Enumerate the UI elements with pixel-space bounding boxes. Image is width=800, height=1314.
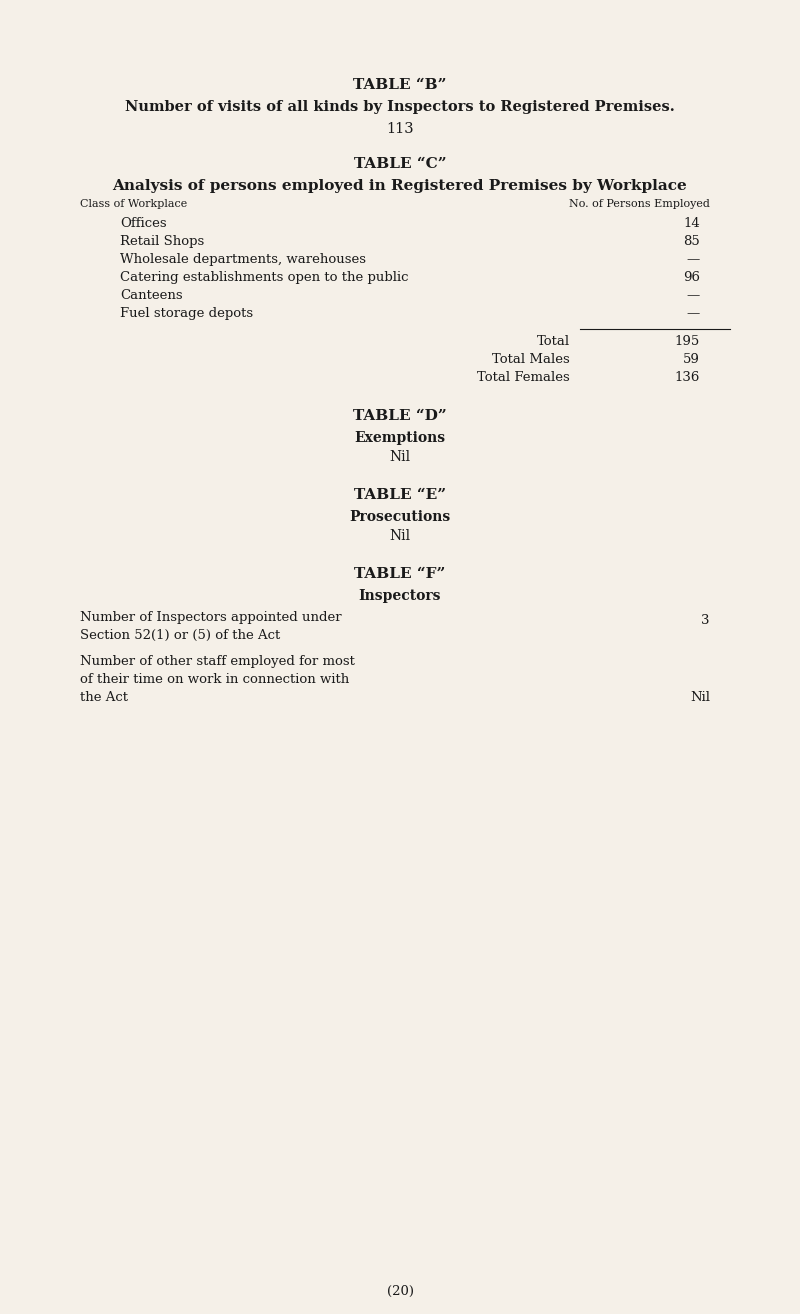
Text: TABLE “D”: TABLE “D” bbox=[353, 409, 447, 423]
Text: 59: 59 bbox=[683, 353, 700, 367]
Text: Wholesale departments, warehouses: Wholesale departments, warehouses bbox=[120, 254, 366, 265]
Text: the Act: the Act bbox=[80, 691, 128, 704]
Text: Canteens: Canteens bbox=[120, 289, 182, 302]
Text: Fuel storage depots: Fuel storage depots bbox=[120, 307, 253, 321]
Text: 14: 14 bbox=[683, 217, 700, 230]
Text: Inspectors: Inspectors bbox=[358, 589, 442, 603]
Text: 85: 85 bbox=[683, 235, 700, 248]
Text: 195: 195 bbox=[674, 335, 700, 348]
Text: Prosecutions: Prosecutions bbox=[350, 510, 450, 524]
Text: Total Females: Total Females bbox=[478, 371, 570, 384]
Text: Section 52(1) or (5) of the Act: Section 52(1) or (5) of the Act bbox=[80, 629, 280, 643]
Text: 96: 96 bbox=[683, 271, 700, 284]
Text: —: — bbox=[686, 289, 700, 302]
Text: 3: 3 bbox=[702, 614, 710, 627]
Text: TABLE “B”: TABLE “B” bbox=[354, 78, 446, 92]
Text: Exemptions: Exemptions bbox=[354, 431, 446, 445]
Text: Class of Workplace: Class of Workplace bbox=[80, 198, 187, 209]
Text: of their time on work in connection with: of their time on work in connection with bbox=[80, 673, 350, 686]
Text: Total: Total bbox=[537, 335, 570, 348]
Text: Total Males: Total Males bbox=[492, 353, 570, 367]
Text: 136: 136 bbox=[674, 371, 700, 384]
Text: Number of Inspectors appointed under: Number of Inspectors appointed under bbox=[80, 611, 342, 624]
Text: —: — bbox=[686, 254, 700, 265]
Text: TABLE “C”: TABLE “C” bbox=[354, 156, 446, 171]
Text: Number of visits of all kinds by Inspectors to Registered Premises.: Number of visits of all kinds by Inspect… bbox=[125, 100, 675, 114]
Text: Nil: Nil bbox=[690, 691, 710, 704]
Text: Number of other staff employed for most: Number of other staff employed for most bbox=[80, 654, 355, 668]
Text: Catering establishments open to the public: Catering establishments open to the publ… bbox=[120, 271, 409, 284]
Text: —: — bbox=[686, 307, 700, 321]
Text: Retail Shops: Retail Shops bbox=[120, 235, 204, 248]
Text: TABLE “F”: TABLE “F” bbox=[354, 568, 446, 581]
Text: No. of Persons Employed: No. of Persons Employed bbox=[569, 198, 710, 209]
Text: Nil: Nil bbox=[390, 449, 410, 464]
Text: TABLE “E”: TABLE “E” bbox=[354, 487, 446, 502]
Text: (20): (20) bbox=[386, 1285, 414, 1298]
Text: Offices: Offices bbox=[120, 217, 166, 230]
Text: Nil: Nil bbox=[390, 530, 410, 543]
Text: 113: 113 bbox=[386, 122, 414, 137]
Text: Analysis of persons employed in Registered Premises by Workplace: Analysis of persons employed in Register… bbox=[113, 179, 687, 193]
